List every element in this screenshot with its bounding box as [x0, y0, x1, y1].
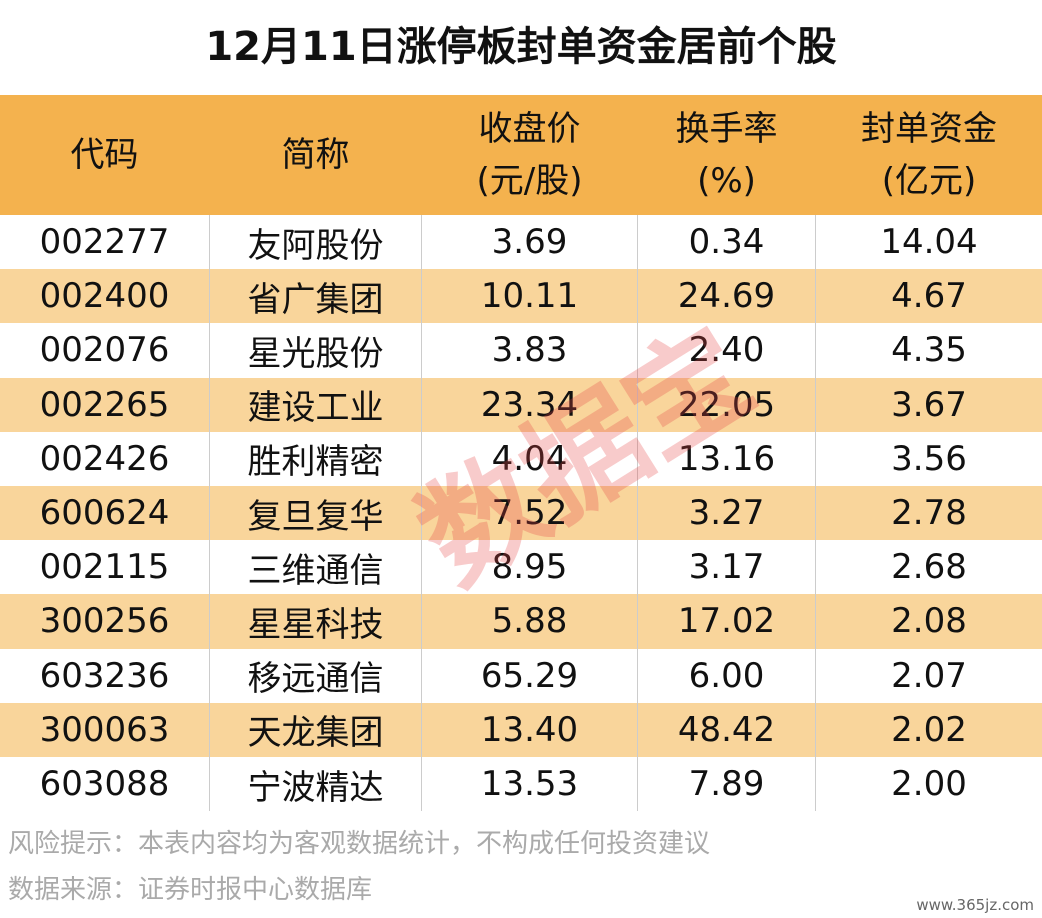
table-cell: 2.68	[891, 547, 967, 588]
table-cell: 300063	[0, 702, 210, 757]
table-cell: 002076	[0, 323, 210, 378]
table-cell: 2.08	[891, 601, 967, 642]
table-row: 002115 三维通信 8.95 3.17 2.68	[0, 540, 1042, 595]
table-row: 300063 天龙集团 13.40 48.42 2.02	[0, 702, 1042, 757]
table-cell: 3.67	[891, 384, 967, 425]
table-cell: 002426	[0, 431, 210, 486]
table-cell: 13.53	[422, 757, 638, 812]
header-text: 代码	[70, 135, 139, 175]
table-cell: 建设工业	[210, 377, 422, 432]
table-cell: 5.88	[422, 594, 638, 649]
footer-note: 风险提示：本表内容均为客观数据统计，不构成任何投资建议	[8, 829, 711, 860]
table-cell: 10.11	[422, 269, 638, 324]
table-cell: 复旦复华	[210, 486, 422, 541]
table-row: 300256 星星科技 5.88 17.02 2.08	[0, 594, 1042, 649]
table-cell: 300256	[0, 594, 210, 649]
table-cell: 3.56	[891, 438, 967, 479]
header-cell: 代码	[0, 95, 210, 215]
header-row: 代码 简称 收盘价 (元/股) 换手率 (%) 封单资金 (亿元)	[0, 95, 1042, 215]
table-cell: 星光股份	[210, 323, 422, 378]
table-cell: 2.40	[638, 323, 816, 378]
table-cell: 603088	[0, 757, 210, 812]
header-text: (%)	[697, 161, 756, 201]
header-text: 换手率	[675, 109, 778, 149]
header-text: (元/股)	[476, 161, 583, 201]
table-cell: 三维通信	[210, 540, 422, 595]
table-cell: 胜利精密	[210, 431, 422, 486]
table-cell: 星星科技	[210, 594, 422, 649]
table-cell: 8.95	[422, 540, 638, 595]
header-text: 封单资金	[861, 109, 997, 149]
table-cell: 0.34	[638, 215, 816, 270]
table-cell: 23.34	[422, 377, 638, 432]
table-row: 002426 胜利精密 4.04 13.16 3.56	[0, 431, 1042, 486]
header-cell: 封单资金 (亿元)	[816, 95, 1042, 215]
table-cell: 3.69	[422, 215, 638, 270]
table-row: 002277 友阿股份 3.69 0.34 14.04	[0, 215, 1042, 270]
table-cell: 宁波精达	[210, 757, 422, 812]
title: 12月11日涨停板封单资金居前个股	[205, 24, 837, 70]
table-cell: 002400	[0, 269, 210, 324]
table-cell: 省广集团	[210, 269, 422, 324]
table-cell: 17.02	[638, 594, 816, 649]
table-cell: 4.67	[891, 276, 967, 317]
header-text: 收盘价	[478, 109, 581, 149]
table-cell: 2.02	[891, 709, 967, 750]
header-cell: 换手率 (%)	[638, 95, 816, 215]
table-cell: 3.27	[638, 486, 816, 541]
table-row: 002400 省广集团 10.11 24.69 4.67	[0, 269, 1042, 324]
table-cell: 6.00	[638, 648, 816, 703]
table-row: 600624 复旦复华 7.52 3.27 2.78	[0, 486, 1042, 541]
table-cell: 7.52	[422, 486, 638, 541]
table-row: 002076 星光股份 3.83 2.40 4.35	[0, 323, 1042, 378]
table-cell: 2.07	[891, 655, 967, 696]
header-text: 简称	[281, 135, 350, 175]
table-cell: 14.04	[880, 222, 978, 263]
table-cell: 天龙集团	[210, 702, 422, 757]
table-cell: 4.35	[891, 330, 967, 371]
table-cell: 22.05	[638, 377, 816, 432]
table-cell: 24.69	[638, 269, 816, 324]
table-row: 603236 移远通信 65.29 6.00 2.07	[0, 648, 1042, 703]
table-row: 603088 宁波精达 13.53 7.89 2.00	[0, 757, 1042, 812]
table-cell: 002115	[0, 540, 210, 595]
table-cell: 2.00	[891, 764, 967, 805]
header-cell: 简称	[210, 95, 422, 215]
site-watermark: www.365jz.com	[916, 896, 1034, 914]
table-cell: 3.17	[638, 540, 816, 595]
table-cell: 48.42	[638, 702, 816, 757]
table-cell: 002277	[0, 215, 210, 270]
table-cell: 3.83	[422, 323, 638, 378]
table-cell: 4.04	[422, 431, 638, 486]
table-cell: 友阿股份	[210, 215, 422, 270]
table-cell: 600624	[0, 486, 210, 541]
table-cell: 603236	[0, 648, 210, 703]
table-cell: 002265	[0, 377, 210, 432]
table-cell: 65.29	[422, 648, 638, 703]
table-cell: 2.78	[891, 493, 967, 534]
table-cell: 13.40	[422, 702, 638, 757]
footer-note: 数据来源：证券时报中心数据库	[8, 875, 373, 906]
table-row: 002265 建设工业 23.34 22.05 3.67	[0, 377, 1042, 432]
table-cell: 13.16	[638, 431, 816, 486]
table-cell: 移远通信	[210, 648, 422, 703]
header-text: (亿元)	[881, 161, 977, 201]
table-cell: 7.89	[638, 757, 816, 812]
header-cell: 收盘价 (元/股)	[422, 95, 638, 215]
